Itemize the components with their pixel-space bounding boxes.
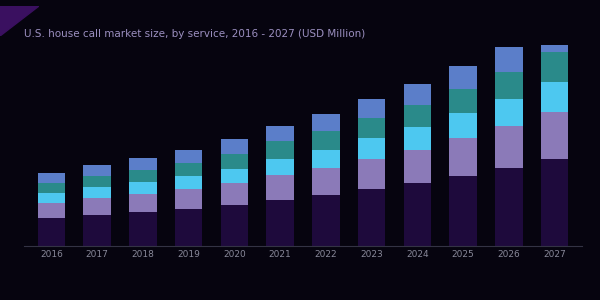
Bar [358,159,385,189]
Bar [266,159,294,175]
Bar [83,187,111,198]
Bar [129,194,157,212]
Bar [38,218,65,246]
Polygon shape [0,6,39,36]
Bar [266,126,294,142]
Bar [312,195,340,246]
Bar [38,203,65,218]
Bar [312,114,340,131]
Bar [175,149,202,163]
Bar [38,183,65,193]
Bar [83,198,111,215]
Bar [38,172,65,183]
Bar [266,142,294,159]
Bar [221,140,248,154]
Bar [83,165,111,176]
Bar [495,99,523,126]
Bar [358,139,385,159]
Bar [404,128,431,149]
Bar [83,215,111,246]
Bar [266,200,294,246]
Bar [495,47,523,72]
Bar [404,105,431,128]
Bar [312,131,340,149]
Bar [129,212,157,246]
Bar [129,169,157,182]
Bar [221,183,248,205]
Bar [83,176,111,187]
Bar [449,113,477,139]
Bar [541,112,568,159]
Bar [404,149,431,183]
Bar [358,118,385,139]
Bar [38,193,65,203]
Bar [312,149,340,168]
Bar [175,163,202,176]
Bar [541,82,568,112]
Text: U.S. house call market size, by service, 2016 - 2027 (USD Million): U.S. house call market size, by service,… [24,29,365,39]
Bar [449,89,477,113]
Bar [175,189,202,209]
Bar [175,176,202,189]
Bar [449,176,477,246]
Bar [266,175,294,200]
Bar [358,189,385,246]
Bar [495,168,523,246]
Bar [221,205,248,246]
Bar [541,159,568,246]
Bar [175,209,202,246]
Bar [404,183,431,246]
Bar [404,84,431,105]
Bar [358,99,385,119]
Bar [449,66,477,89]
Bar [541,52,568,82]
Bar [541,24,568,52]
Bar [449,139,477,175]
Bar [312,168,340,195]
Bar [129,182,157,194]
Bar [221,154,248,169]
Bar [495,72,523,99]
Legend: Primary Care, Specialty Care, Urgent Care, Post-Acute Care, Others: Primary Care, Specialty Care, Urgent Car… [142,297,464,300]
Bar [495,126,523,168]
Bar [221,169,248,183]
Bar [129,158,157,169]
